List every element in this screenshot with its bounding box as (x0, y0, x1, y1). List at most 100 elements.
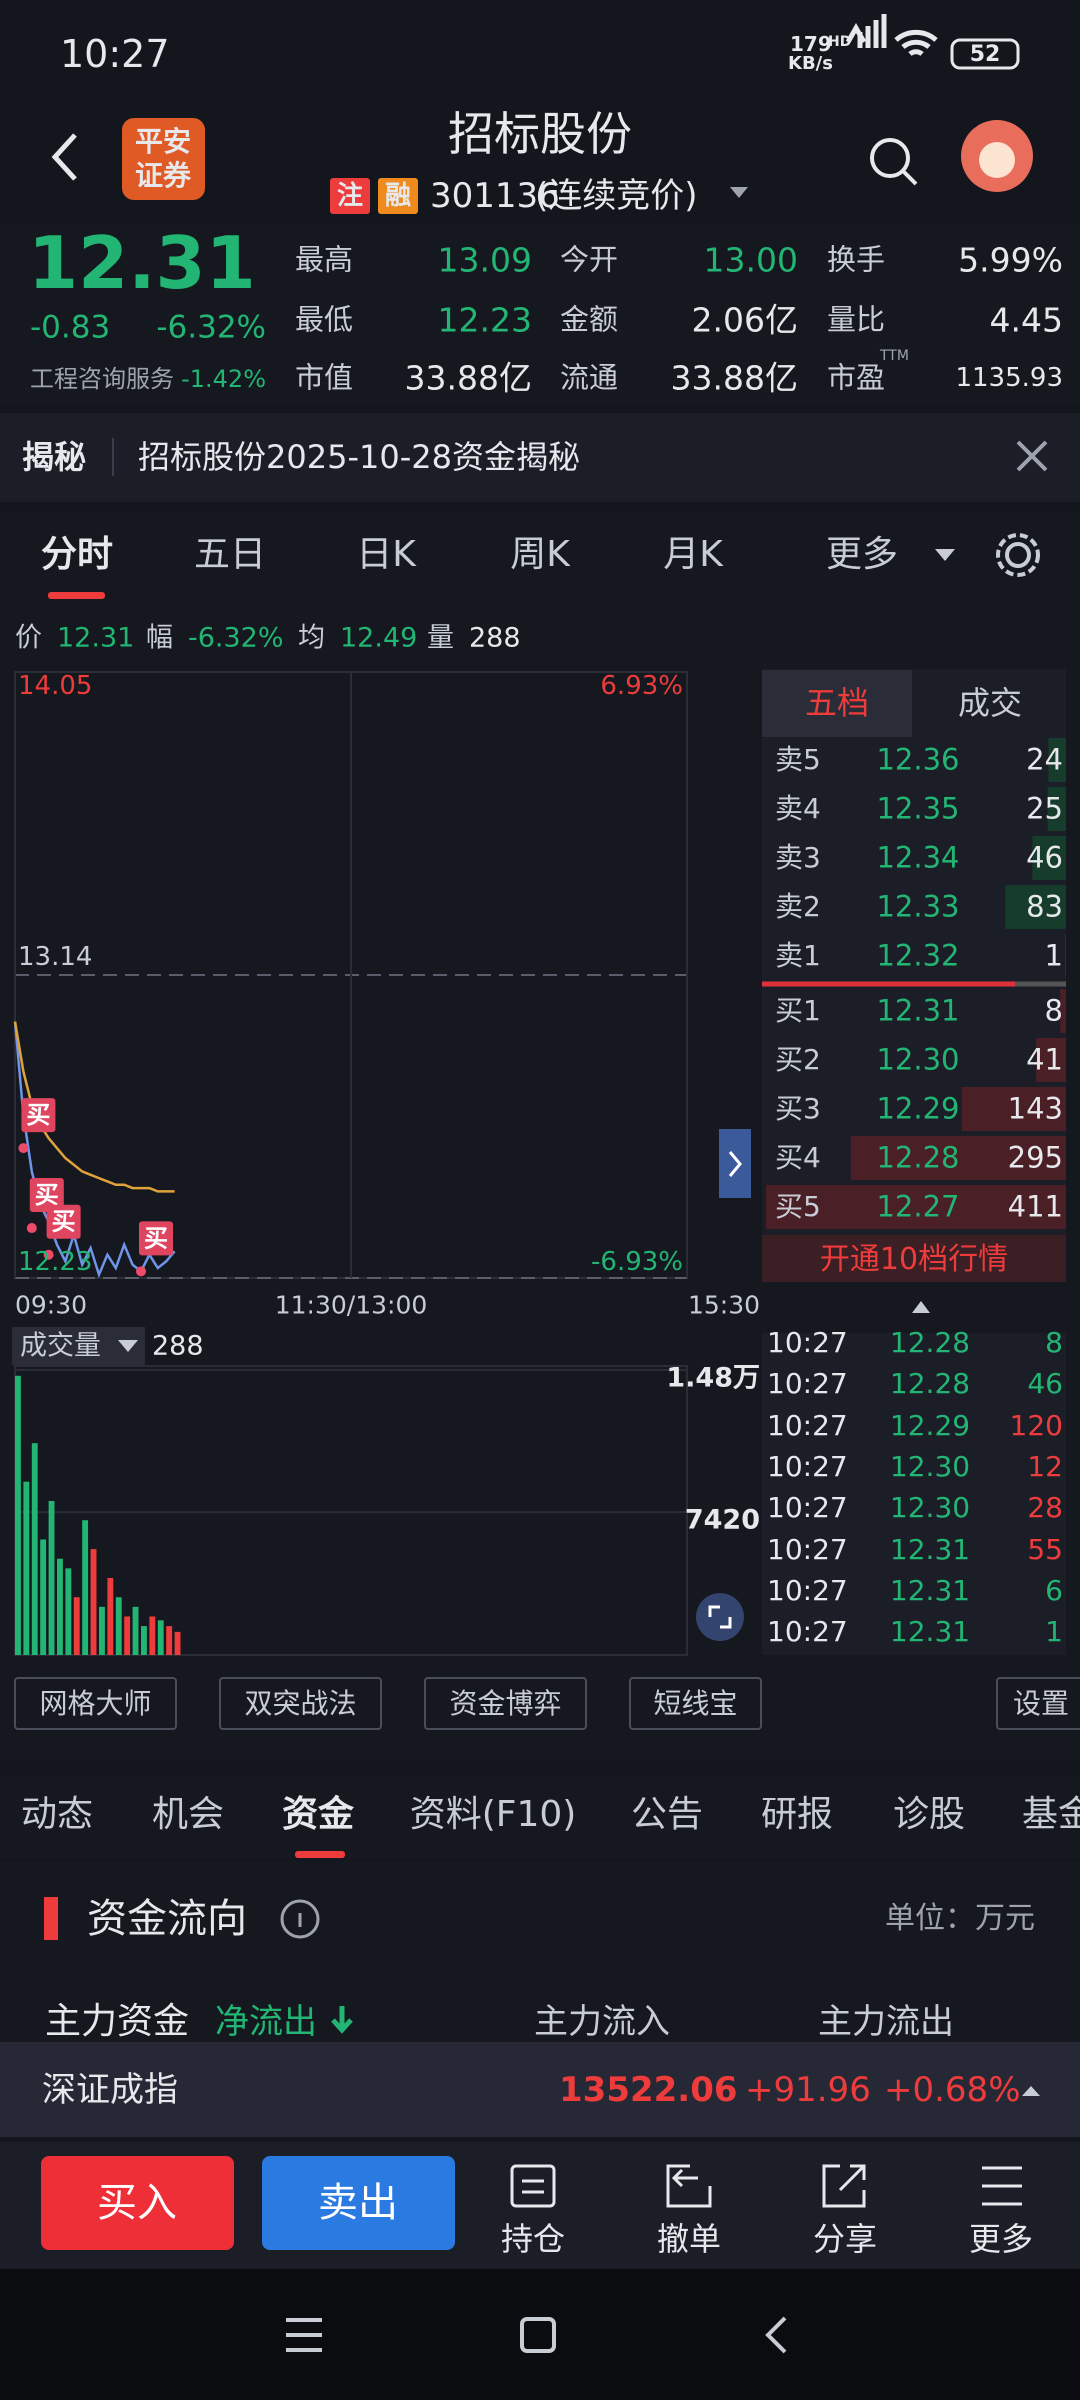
trade-volume: 1 (1045, 1615, 1063, 1649)
tool-label[interactable]: 双突战法 (244, 1687, 357, 1720)
section-tab[interactable]: 公告 (630, 1794, 704, 1835)
buy-button[interactable] (41, 2156, 234, 2250)
upgrade-button[interactable]: 开通10档行情 (819, 1242, 1009, 1277)
scroll-icon[interactable] (912, 1301, 930, 1313)
section-tabs-bar (0, 1775, 1080, 1859)
tool-label[interactable]: 设置 (1012, 1687, 1070, 1720)
close-icon[interactable] (1016, 440, 1048, 472)
book-tab[interactable]: 五档 (804, 684, 870, 722)
nav-back[interactable] (765, 2316, 787, 2354)
action-label[interactable]: 更多 (968, 2220, 1034, 2258)
depth-bar (1060, 989, 1066, 1033)
back-icon[interactable] (51, 133, 77, 181)
trade-marker (46, 1204, 81, 1239)
stat-value: 4.45 (989, 300, 1063, 340)
tool-label[interactable]: 资金博弈 (449, 1687, 562, 1720)
trade-price: 12.31 (889, 1532, 971, 1566)
fullscreen-button[interactable] (696, 1593, 744, 1641)
stat-value: 12.23 (437, 300, 532, 340)
trade-dot (43, 1249, 54, 1260)
action-label[interactable]: 持仓 (500, 2220, 566, 2258)
order-book-tab-active[interactable] (762, 670, 912, 737)
book-level: 卖2 (775, 890, 821, 923)
sell-label[interactable]: 卖出 (318, 2180, 398, 2226)
volume-selector[interactable] (12, 1327, 145, 1365)
info-icon[interactable] (280, 1899, 320, 1939)
index-bar[interactable] (0, 2042, 1080, 2137)
holdings-icon[interactable] (522, 2179, 544, 2194)
dropdown-icon[interactable] (935, 549, 955, 561)
section-tab[interactable]: 机会 (151, 1794, 225, 1835)
nav-menu[interactable] (286, 2318, 322, 2352)
dropdown-icon[interactable] (730, 187, 748, 198)
trade-price: 12.28 (889, 1326, 971, 1359)
volume-bar (90, 1549, 97, 1655)
share-icon[interactable] (822, 2164, 866, 2208)
chart-tab[interactable]: 五日 (193, 534, 267, 575)
chart-tab[interactable]: 更多 (825, 534, 899, 575)
search-icon[interactable] (870, 138, 910, 178)
notice-bar[interactable] (0, 413, 1080, 502)
expand-button[interactable] (728, 1151, 742, 1177)
price-change: -0.83 (30, 309, 111, 346)
more-icon[interactable] (978, 2166, 1022, 2206)
tool-label[interactable]: 短线宝 (653, 1687, 738, 1720)
stat-label: 最高 (295, 242, 354, 277)
chart-tab[interactable]: 分时 (40, 534, 114, 575)
tool-button[interactable] (424, 1677, 587, 1730)
pct-label: -6.93% (591, 1247, 683, 1277)
section-tab[interactable]: 研报 (760, 1794, 834, 1835)
settings-icon[interactable] (996, 533, 1040, 577)
trading-mode[interactable]: (连续竞价) (535, 176, 698, 216)
book-tab[interactable]: 成交 (957, 684, 1023, 722)
tool-button[interactable] (629, 1677, 762, 1730)
chart-tab[interactable]: 日K (356, 534, 416, 575)
trade-marker (139, 1221, 173, 1256)
tool-button[interactable] (14, 1677, 177, 1730)
section-tab[interactable]: 诊股 (892, 1794, 966, 1835)
chart-tab[interactable]: 周K (510, 534, 570, 575)
broker-logo[interactable] (122, 118, 205, 200)
section-tab[interactable]: 动态 (20, 1794, 94, 1835)
expand-icon[interactable] (1022, 2086, 1040, 2096)
section-tab[interactable]: 资金 (281, 1794, 355, 1835)
trade-price: 12.28 (889, 1367, 971, 1401)
book-level: 买4 (775, 1141, 821, 1174)
section-tab[interactable]: 基金 (1022, 1794, 1080, 1835)
nav-home[interactable] (520, 2317, 556, 2353)
upgrade-button[interactable] (762, 1235, 1066, 1282)
stat-sup: TTM (880, 348, 909, 364)
tool-button[interactable] (219, 1677, 382, 1730)
y-tick-label: 14.05 (18, 671, 93, 701)
chart-tab[interactable]: 月K (663, 534, 723, 575)
dropdown-icon[interactable] (118, 1340, 138, 1352)
stat-value: 5.99% (958, 240, 1063, 280)
search-icon[interactable] (901, 169, 918, 186)
book-level: 买1 (775, 994, 821, 1027)
tool-label[interactable]: 网格大师 (39, 1687, 152, 1720)
trade-dot (26, 1223, 37, 1234)
action-label[interactable]: 撤单 (656, 2220, 722, 2258)
volume-bar (40, 1539, 47, 1655)
cancel-icon[interactable] (666, 2164, 712, 2208)
fullscreen-button[interactable] (708, 1605, 732, 1629)
notice-text[interactable]: 招标股份2025-10-28资金揭秘 (138, 438, 580, 476)
volume-bar (157, 1620, 164, 1655)
book-level: 卖1 (775, 939, 821, 972)
action-label[interactable]: 分享 (812, 2220, 878, 2258)
expand-button[interactable] (719, 1129, 751, 1198)
sell-button[interactable] (262, 2156, 455, 2250)
trade-price: 12.31 (889, 1573, 971, 1607)
index-value: 13522.06 (559, 2070, 738, 2110)
volume-label: 成交量 (20, 1330, 101, 1362)
stat-label: 换手 (827, 242, 886, 277)
settings-icon[interactable] (1005, 542, 1031, 568)
section-tab[interactable]: 资料(F10) (409, 1794, 577, 1835)
y-tick-label: 1.48万 (666, 1362, 760, 1394)
buy-label[interactable]: 买入 (97, 2180, 177, 2226)
tool-button[interactable] (996, 1677, 1080, 1730)
holdings-icon[interactable] (510, 2164, 556, 2208)
avatar[interactable] (979, 142, 1015, 178)
trade-volume: 120 (1009, 1408, 1063, 1442)
fund-flow-panel (0, 1861, 1080, 2042)
